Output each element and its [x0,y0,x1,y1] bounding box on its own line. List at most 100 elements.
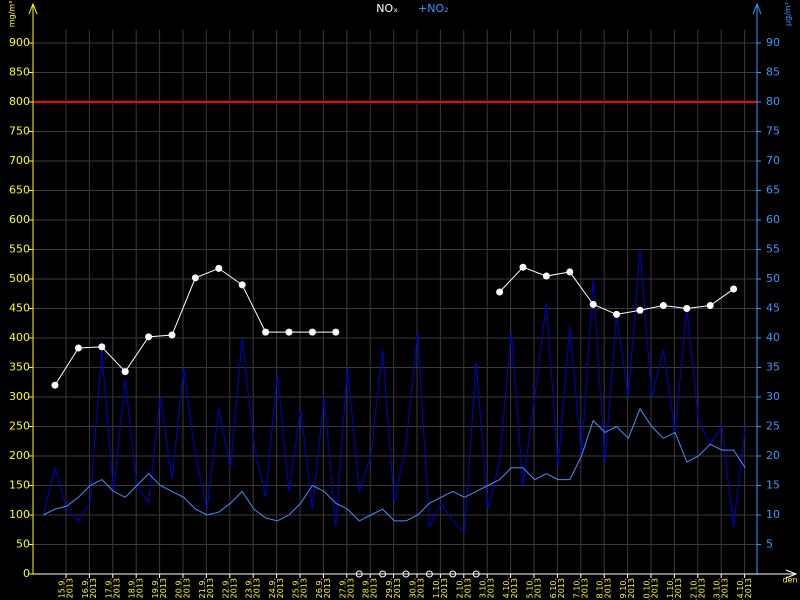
point [285,328,293,336]
y-tick-label: 850 [9,66,30,79]
x-tick-label: 18.9. [128,578,137,598]
x-tick-year: 2013 [697,578,706,598]
x-tick-year: 2013 [580,578,589,598]
y2-tick-label: 65 [766,184,780,197]
x-tick-label: 21.9. [198,578,207,598]
x-tick-year: 2013 [604,578,613,598]
x-tick-label: 29.9. [385,578,394,598]
x-tick-label: 30.9. [408,578,417,598]
point [566,268,574,276]
x-tick-label: 6.10. [549,578,558,598]
y2-tick-label: 70 [766,154,780,167]
y2-tick-label: 90 [766,36,780,49]
y-tick-label: 500 [9,272,30,285]
x-tick-label: 28.9. [362,578,371,598]
x-tick-label: 20.9. [174,578,183,598]
x-tick-year: 2013 [276,578,285,598]
y2-unit: μg/m³ [784,2,793,26]
x-tick-label: 8.10. [596,578,605,598]
y-tick-label: 750 [9,125,30,138]
point [542,272,550,280]
x-tick-label: 14.10. [736,578,745,600]
y2-tick-label: 35 [766,361,780,374]
x-tick-year: 2013 [370,578,379,598]
x-tick-year: 2013 [229,578,238,598]
point [74,344,82,352]
x-tick-year: 2013 [416,578,425,598]
y2-tick-label: 25 [766,420,780,433]
point [51,381,59,389]
point [659,302,667,310]
x-tick-label: 16.9. [81,578,90,598]
x-tick-year: 2013 [89,578,98,598]
y2-tick-label: 85 [766,66,780,79]
x-tick-year: 2013 [393,578,402,598]
y2-tick-label: 40 [766,331,780,344]
series-line [42,249,746,534]
x-unit: den [782,576,797,585]
x-tick-year: 2013 [721,578,730,598]
x-tick-label: 17.9. [104,578,113,598]
y-tick-label: 250 [9,420,30,433]
point [98,343,106,351]
y2-tick-label: 55 [766,243,780,256]
x-tick-year: 2013 [533,578,542,598]
x-tick-year: 2013 [627,578,636,598]
x-tick-year: 2013 [65,578,74,598]
y2-tick-label: 80 [766,95,780,108]
x-tick-label: 19.9. [151,578,160,598]
y-tick-label: 200 [9,449,30,462]
x-tick-year: 2013 [744,578,753,598]
x-tick-label: 26.9. [315,578,324,598]
title-right: +NO₂ [418,2,449,15]
point [730,285,738,293]
x-tick-year: 2013 [159,578,168,598]
point [262,328,270,336]
y2-tick-label: 10 [766,508,780,521]
point [191,274,199,282]
y-tick-label: 150 [9,479,30,492]
point [145,333,153,341]
y2-tick-label: 15 [766,479,780,492]
title-left: NOₓ [376,2,398,15]
x-tick-label: 27.9. [338,578,347,598]
x-tick-label: 11.10. [666,578,675,600]
x-tick-label: 13.10. [713,578,722,600]
y2-tick-label: 20 [766,449,780,462]
point [168,331,176,339]
y-tick-label: 700 [9,154,30,167]
y-tick-label: 650 [9,184,30,197]
point [519,263,527,271]
point [215,264,223,272]
point [496,288,504,296]
y2-tick-label: 60 [766,213,780,226]
x-tick-year: 2013 [346,578,355,598]
y2-tick-label: 50 [766,272,780,285]
x-tick-year: 2013 [674,578,683,598]
point [683,305,691,312]
y2-tick-label: 75 [766,125,780,138]
point [613,310,621,318]
y-tick-label: 100 [9,508,30,521]
x-tick-label: 1.10. [432,578,441,598]
x-tick-label: 3.10. [479,578,488,598]
y-tick-label: 50 [16,538,30,551]
x-tick-year: 2013 [112,578,121,598]
y2-tick-label: 5 [766,538,773,551]
x-tick-label: 23.9. [245,578,254,598]
y-tick-label: 300 [9,390,30,403]
point [121,368,129,376]
y-tick-label: 550 [9,243,30,256]
x-tick-label: 5.10. [525,578,534,598]
x-tick-label: 9.10. [619,578,628,598]
point [589,300,597,308]
y2-axis-arrow [752,2,762,15]
x-tick-label: 7.10. [572,578,581,598]
y-tick-label: 350 [9,361,30,374]
point [706,302,714,310]
y2-tick-label: 45 [766,302,780,315]
x-tick-label: 24.9. [268,578,277,598]
x-tick-year: 2013 [557,578,566,598]
